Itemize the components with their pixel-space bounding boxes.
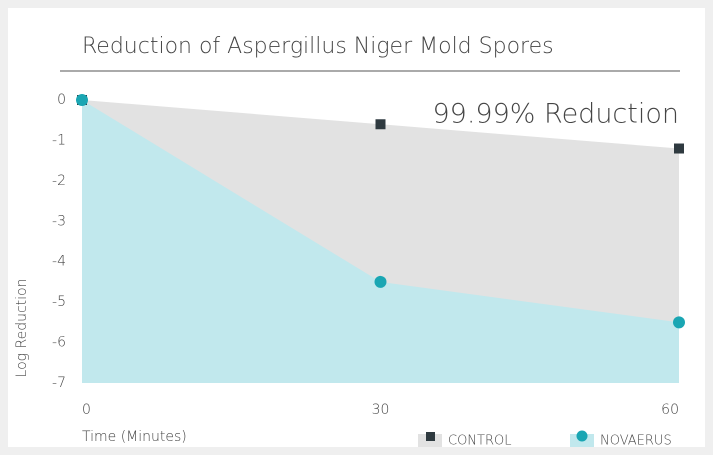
legend-item: CONTROL: [418, 432, 511, 449]
marker: [374, 275, 387, 288]
annotation: 99.99% Reduction: [432, 99, 679, 130]
area: [82, 100, 679, 383]
marker: [674, 143, 684, 154]
marker: [375, 119, 386, 130]
legend-marker: [576, 430, 588, 442]
x-tick-label: 0: [82, 402, 91, 418]
x-tick-label: 60: [661, 402, 679, 418]
chart-title: Reduction of Aspergillus Niger Mold Spor…: [82, 34, 554, 59]
y-tick-label: -5: [52, 294, 66, 310]
y-tick-label: -3: [52, 213, 66, 229]
y-tick-label: -4: [52, 254, 66, 270]
x-axis-label: Time (Minutes): [82, 429, 187, 445]
y-tick-label: -1: [52, 132, 66, 148]
legend-item: NOVAERUS: [570, 430, 672, 449]
marker: [76, 94, 88, 106]
x-tick-label: 30: [372, 402, 390, 418]
y-tick-label: -6: [52, 335, 66, 351]
y-tick-label: -7: [52, 375, 66, 391]
legend-label: NOVAERUS: [600, 434, 672, 449]
legend-marker: [426, 432, 435, 441]
legend-label: CONTROL: [448, 434, 511, 449]
marker: [673, 316, 685, 329]
y-axis-label: Log Reduction: [14, 279, 30, 378]
y-tick-label: 0: [57, 92, 66, 108]
y-tick-label: -2: [52, 173, 66, 189]
